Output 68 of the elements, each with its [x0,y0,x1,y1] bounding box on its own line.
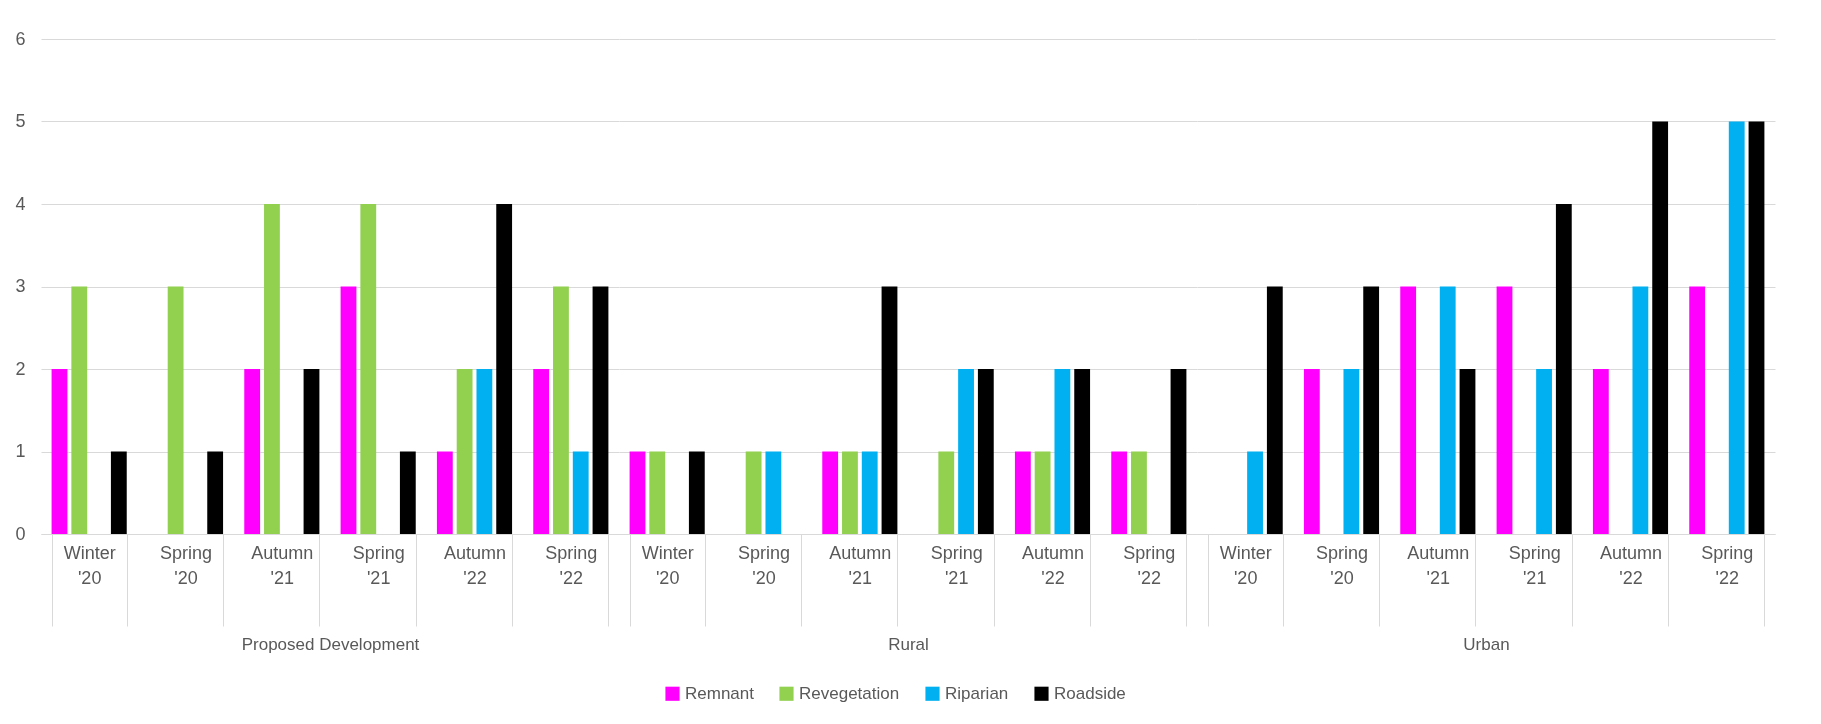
x-axis-title: Rural [888,635,929,654]
bar [167,286,184,534]
bar [592,286,609,534]
x-tick-label: Spring '22 [1701,542,1754,588]
bar [360,204,377,534]
x-tick-label: Autumn '21 [251,542,314,588]
bar [1343,369,1360,534]
bar [399,451,416,534]
x-tick-label: Autumn '21 [829,542,892,588]
x-axis-title: Proposed Development [241,635,420,654]
x-tick-label: Spring '22 [1123,542,1176,588]
legend-label: Remnant [685,683,755,703]
bar [1592,369,1609,534]
bar [207,451,224,534]
bar [340,286,357,534]
x-axis-title: Urban [1463,635,1510,654]
bar [110,451,127,534]
bar [496,204,513,534]
x-tick-label: Spring '20 [159,542,213,588]
x-tick-label: Winter '20 [63,542,116,588]
bar [1728,121,1745,534]
bar [244,369,261,534]
bar [1689,286,1706,534]
bar [1555,204,1572,534]
x-tick-label: Spring '21 [930,542,983,588]
bar [1652,121,1669,534]
bar [553,286,569,534]
bar [572,451,589,534]
y-tick-label: 2 [15,358,26,379]
x-tick-label: Spring '20 [737,542,791,588]
bar [436,451,453,534]
bar [1496,286,1513,534]
legend-label: Roadside [1054,683,1126,703]
y-tick-label: 4 [15,193,26,214]
x-tick-label: Spring '22 [545,542,598,588]
bar [71,286,88,534]
bar [476,369,493,534]
bar [1439,286,1456,534]
bar [1748,121,1765,534]
y-tick-label: 3 [15,276,26,296]
x-tick-label: Spring '21 [1508,542,1561,588]
x-tick-label: Winter '20 [641,542,694,588]
legend-label: Revegetation [799,683,900,703]
bar [1632,286,1649,534]
bar [1363,286,1380,534]
bar [303,369,320,534]
bar [533,369,550,534]
y-tick-label: 1 [15,441,26,461]
bar [1247,451,1263,534]
bar [51,369,68,534]
y-tick-label: 6 [15,28,26,49]
bar [264,204,280,534]
x-tick-label: Autumn '22 [443,542,507,588]
x-tick-label: Autumn '22 [1021,542,1085,588]
bar [1536,369,1552,534]
x-tick-label: Spring '20 [1315,542,1369,588]
legend-label: Riparian [945,683,1009,703]
bar [1303,369,1320,534]
x-tick-label: Spring '21 [352,542,405,588]
x-tick-label: Autumn '22 [1599,542,1663,588]
bar [1400,286,1417,534]
bar [1459,369,1476,534]
y-tick-label: 5 [15,111,26,131]
bar [456,369,473,534]
x-tick-label: Winter '20 [1219,542,1272,588]
bar [1266,286,1283,534]
x-tick-label: Autumn '21 [1407,542,1470,588]
y-tick-label: 0 [15,523,26,544]
